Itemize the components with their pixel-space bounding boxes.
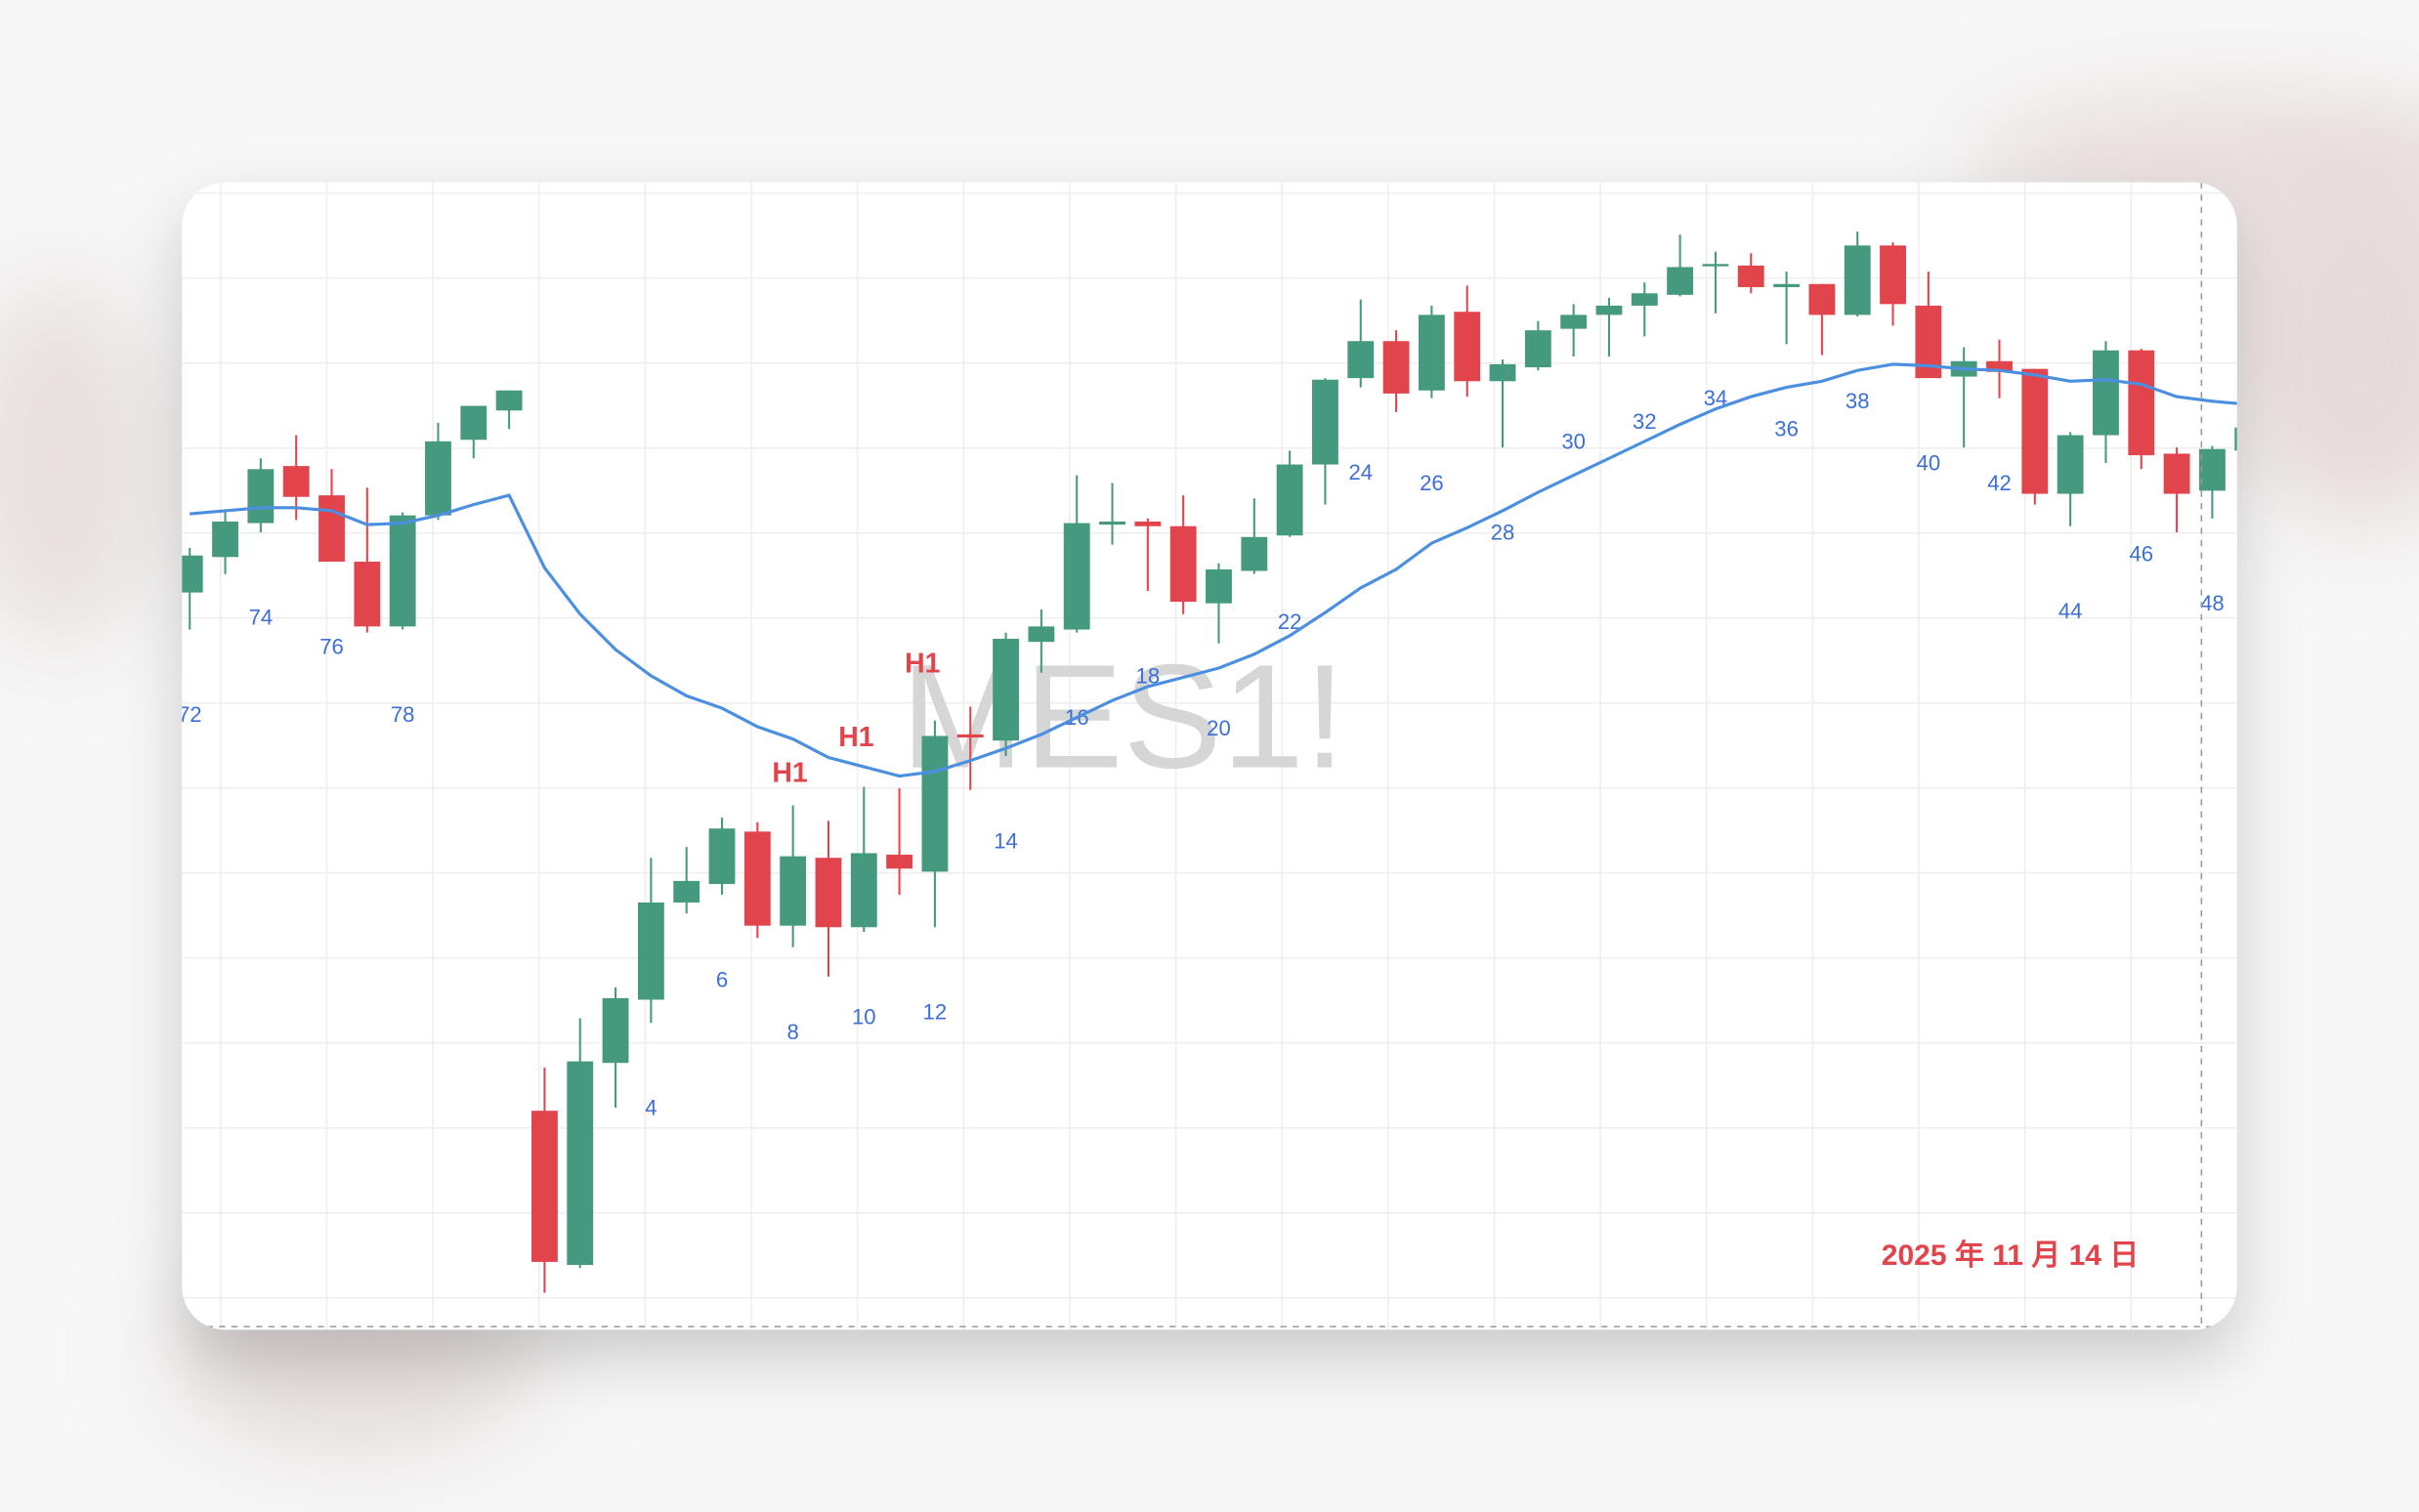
x-tick-label: 72 (178, 702, 202, 727)
grid (182, 182, 2237, 1330)
candle-body (1631, 293, 1658, 306)
candle-body (495, 390, 523, 411)
candle-body (2093, 350, 2119, 436)
x-tick-label: 20 (1207, 716, 1231, 740)
candle-body (2234, 427, 2237, 451)
candle-body (1595, 305, 1623, 315)
candle-body (743, 831, 771, 926)
x-tick-label: 42 (1987, 471, 2012, 495)
candle-body (1560, 315, 1588, 329)
x-tick-label: 44 (2058, 599, 2083, 623)
candle-body (1844, 245, 1871, 315)
candle-body (1134, 521, 1162, 526)
candle-body (212, 521, 238, 558)
x-tick-label: 40 (1917, 450, 1941, 475)
candle-body (2057, 435, 2084, 494)
candle-body (1880, 245, 1906, 305)
x-tick-label: 8 (786, 1020, 798, 1044)
x-tick-label: 28 (1491, 520, 1515, 544)
candle-body (780, 856, 807, 926)
x-tick-label: 24 (1348, 460, 1373, 484)
x-tick-label: 76 (319, 634, 344, 658)
candle-body (956, 734, 984, 738)
x-tick-label: 38 (1846, 389, 1870, 413)
x-tick-label: 12 (923, 1000, 948, 1025)
candle-body (1773, 283, 1800, 287)
annotation: H1 (772, 757, 807, 788)
candle-body (1347, 341, 1375, 379)
candle-body (673, 880, 700, 903)
candle-body (1206, 568, 1232, 604)
candle-body (1737, 265, 1764, 287)
x-tick-label: 10 (852, 1004, 876, 1029)
x-tick-label: 46 (2129, 542, 2153, 567)
candle-body (567, 1061, 594, 1266)
candle-body (2128, 350, 2155, 456)
x-tick-label: 74 (249, 605, 274, 629)
candle-body (425, 441, 451, 516)
candle-body (2021, 368, 2049, 494)
candle-body (637, 903, 664, 1000)
candle-body (1489, 363, 1516, 382)
candle-body (1524, 330, 1551, 368)
candle-body (1241, 536, 1268, 571)
candle-body (602, 997, 629, 1064)
candle-body (530, 1111, 558, 1262)
candle-body (1063, 523, 1090, 630)
candle-body (708, 828, 736, 885)
candle-body (1276, 464, 1303, 536)
x-tick-label: 26 (1420, 471, 1444, 495)
candle-body (1312, 379, 1338, 465)
candle-body (2198, 448, 2226, 491)
candle-body (1986, 360, 2013, 372)
candle-body (182, 555, 203, 593)
x-tick-label: 78 (391, 702, 415, 727)
candle-body (1418, 315, 1445, 391)
x-tick-label: 48 (2200, 591, 2225, 615)
candle-body (1028, 626, 1055, 643)
candle-body (1169, 525, 1197, 603)
candle-body (886, 855, 913, 869)
candle-body (247, 469, 275, 524)
candle-body (1702, 264, 1729, 267)
candle-body (1667, 267, 1694, 295)
candle-body (318, 495, 345, 563)
candle-body (921, 735, 949, 872)
candle-body (460, 405, 488, 441)
candle-body (815, 858, 842, 928)
x-tick-label: 4 (645, 1095, 657, 1119)
x-tick-label: 30 (1561, 429, 1586, 453)
x-tick-label: 32 (1633, 409, 1657, 434)
x-tick-label: 14 (994, 828, 1018, 853)
watermark: MES1! (901, 635, 1345, 800)
candle-body (389, 515, 416, 627)
candle-body (354, 562, 381, 627)
ema-line (190, 362, 2237, 778)
candle-body (993, 638, 1019, 741)
candle-body (1454, 312, 1481, 382)
candle-body (1099, 521, 1125, 525)
candle-body (2163, 453, 2190, 494)
candle-body (282, 466, 310, 497)
date-label: 2025 年 11 月 14 日 (1882, 1239, 2139, 1272)
annotation: H1 (838, 722, 873, 753)
annotation: H1 (905, 648, 940, 679)
candle-body (1808, 283, 1836, 315)
candle-body (850, 853, 877, 928)
x-tick-label: 36 (1774, 417, 1799, 441)
candle-body (1382, 341, 1410, 394)
x-tick-label: 6 (716, 967, 728, 991)
